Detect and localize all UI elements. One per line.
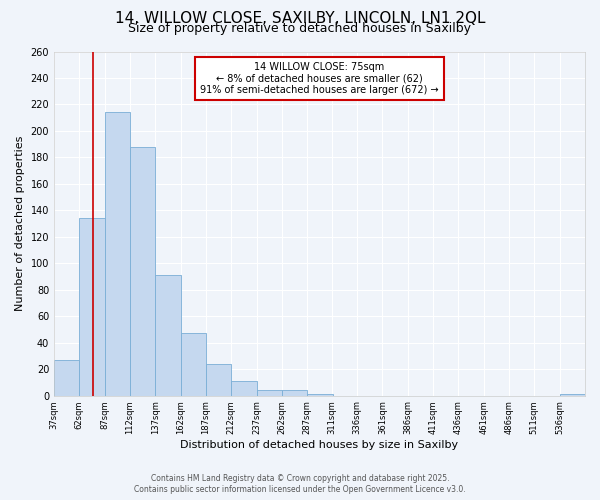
Text: Contains HM Land Registry data © Crown copyright and database right 2025.
Contai: Contains HM Land Registry data © Crown c…: [134, 474, 466, 494]
Bar: [130, 147, 155, 396]
Bar: [79, 218, 105, 396]
Bar: [560, 394, 585, 396]
X-axis label: Distribution of detached houses by size in Saxilby: Distribution of detached houses by size …: [181, 440, 458, 450]
Text: 14 WILLOW CLOSE: 75sqm
← 8% of detached houses are smaller (62)
91% of semi-deta: 14 WILLOW CLOSE: 75sqm ← 8% of detached …: [200, 62, 439, 95]
Y-axis label: Number of detached properties: Number of detached properties: [15, 136, 25, 311]
Bar: [232, 381, 257, 396]
Text: 14, WILLOW CLOSE, SAXILBY, LINCOLN, LN1 2QL: 14, WILLOW CLOSE, SAXILBY, LINCOLN, LN1 …: [115, 11, 485, 26]
Bar: [155, 275, 181, 396]
Bar: [206, 364, 232, 396]
Bar: [282, 390, 307, 396]
Bar: [307, 394, 332, 396]
Text: Size of property relative to detached houses in Saxilby: Size of property relative to detached ho…: [128, 22, 472, 35]
Bar: [181, 334, 206, 396]
Bar: [105, 112, 130, 396]
Bar: [54, 360, 79, 396]
Bar: [257, 390, 282, 396]
